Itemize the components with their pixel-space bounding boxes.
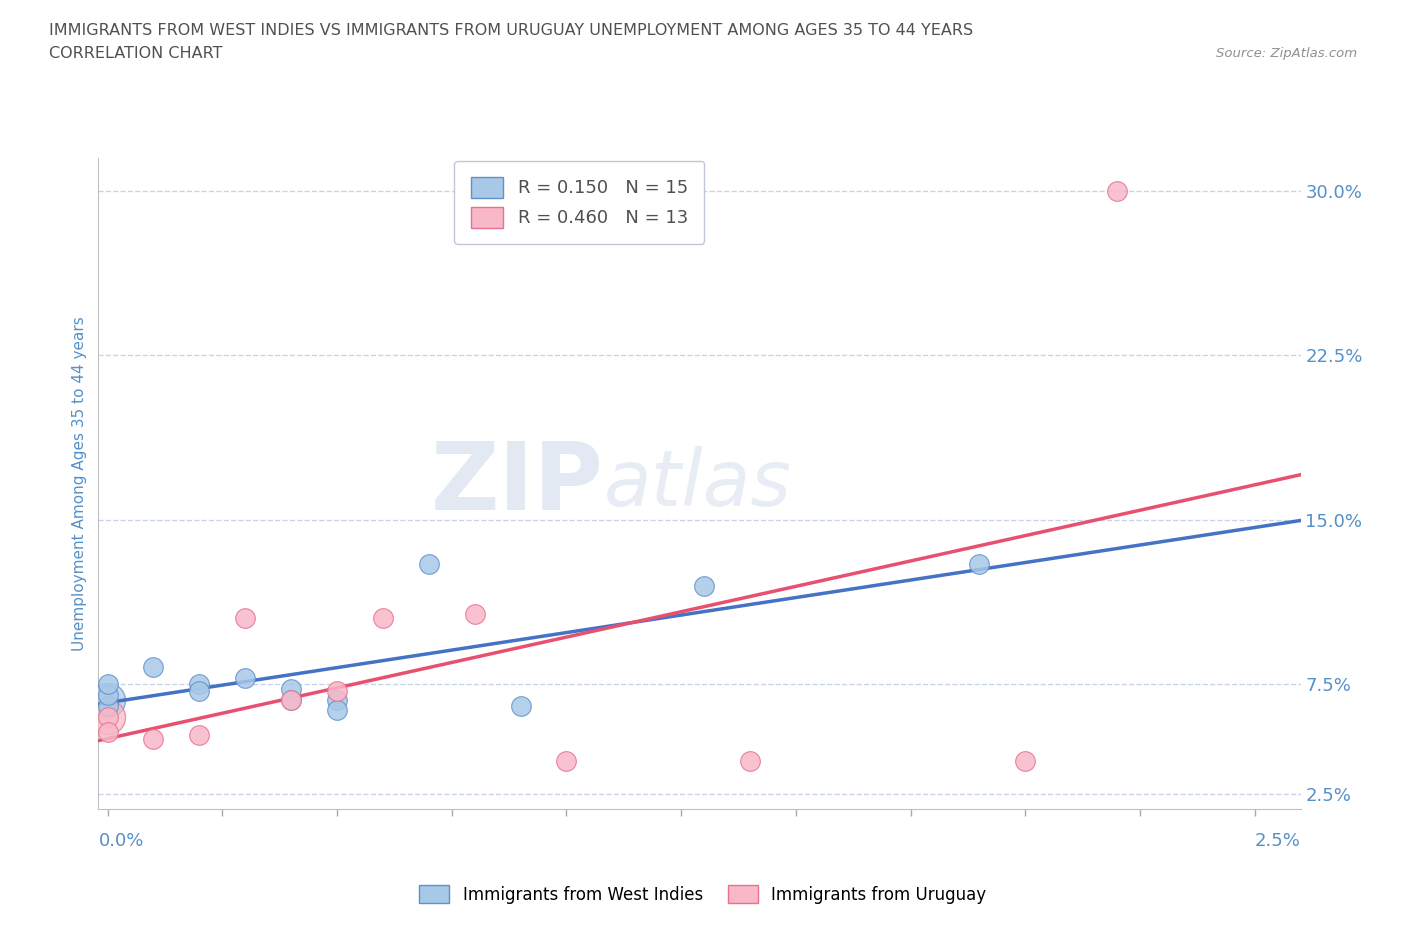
Point	[142, 659, 165, 674]
Point	[738, 753, 761, 768]
Text: atlas: atlas	[603, 445, 792, 522]
Text: 0.0%: 0.0%	[98, 832, 143, 850]
Point	[188, 677, 211, 692]
Point	[97, 692, 120, 707]
Point	[280, 692, 302, 707]
Point	[693, 578, 716, 593]
Point	[97, 710, 120, 724]
Point	[97, 710, 120, 724]
Y-axis label: Unemployment Among Ages 35 to 44 years: Unemployment Among Ages 35 to 44 years	[72, 316, 87, 651]
Point	[1105, 183, 1128, 198]
Point	[509, 698, 531, 713]
Point	[97, 725, 120, 740]
Point	[464, 606, 486, 621]
Point	[326, 703, 349, 718]
Text: CORRELATION CHART: CORRELATION CHART	[49, 46, 222, 61]
Point	[142, 732, 165, 747]
Point	[969, 556, 991, 571]
Point	[97, 677, 120, 692]
Point	[1014, 753, 1036, 768]
Point	[555, 753, 578, 768]
Point	[326, 684, 349, 698]
Point	[280, 692, 302, 707]
Legend: R = 0.150   N = 15, R = 0.460   N = 13: R = 0.150 N = 15, R = 0.460 N = 13	[454, 161, 704, 244]
Point	[188, 727, 211, 742]
Text: Source: ZipAtlas.com: Source: ZipAtlas.com	[1216, 46, 1357, 60]
Point	[371, 611, 394, 626]
Text: 2.5%: 2.5%	[1254, 832, 1301, 850]
Point	[233, 671, 256, 685]
Text: ZIP: ZIP	[430, 438, 603, 529]
Point	[418, 556, 440, 571]
Point	[97, 698, 120, 713]
Text: IMMIGRANTS FROM WEST INDIES VS IMMIGRANTS FROM URUGUAY UNEMPLOYMENT AMONG AGES 3: IMMIGRANTS FROM WEST INDIES VS IMMIGRANT…	[49, 23, 973, 38]
Point	[233, 611, 256, 626]
Point	[97, 687, 120, 702]
Point	[280, 681, 302, 696]
Point	[188, 684, 211, 698]
Point	[326, 692, 349, 707]
Legend: Immigrants from West Indies, Immigrants from Uruguay: Immigrants from West Indies, Immigrants …	[413, 879, 993, 910]
